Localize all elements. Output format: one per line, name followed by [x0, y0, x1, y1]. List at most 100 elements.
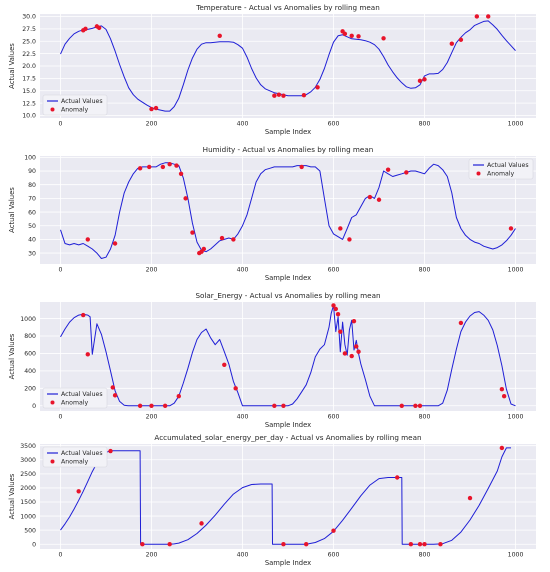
- x-tick-label: 0: [59, 267, 63, 274]
- chart-title: Temperature - Actual vs Anomalies by rol…: [195, 3, 380, 12]
- anomaly-point: [167, 162, 172, 167]
- chart-title: Solar_Energy - Actual vs Anomalies by ro…: [195, 291, 380, 300]
- y-tick-label: 800: [24, 333, 36, 340]
- anomaly-point: [342, 31, 348, 37]
- anomaly-point: [422, 77, 427, 82]
- legend-label-actual: Actual Values: [61, 450, 103, 457]
- anomaly-point: [474, 14, 480, 19]
- anomaly-point: [199, 521, 204, 526]
- anomaly-point: [110, 385, 116, 390]
- y-tick-label: 25.0: [22, 38, 36, 45]
- legend: Actual Values Anomaly: [42, 94, 108, 116]
- anomaly-point: [395, 475, 400, 480]
- anomaly-point: [449, 41, 455, 46]
- y-tick-label: 27.5: [22, 26, 36, 33]
- y-axis-label: Actual Values: [8, 473, 16, 519]
- y-tick-label: 0: [32, 403, 36, 410]
- anomaly-point: [499, 387, 505, 392]
- anomaly-point: [376, 197, 382, 202]
- anomaly-point: [349, 33, 354, 38]
- y-tick-label: 1000: [20, 316, 36, 323]
- chart-2: Solar_Energy - Actual vs Anomalies by ro…: [8, 291, 536, 429]
- legend-label-actual: Actual Values: [61, 391, 103, 398]
- anomaly-point: [219, 235, 225, 241]
- x-tick-label: 400: [237, 121, 249, 128]
- y-tick-label: 500: [24, 527, 36, 534]
- x-tick-label: 200: [146, 267, 158, 274]
- y-tick-label: 30: [28, 250, 36, 257]
- x-tick-label: 400: [237, 267, 249, 274]
- anomaly-point: [381, 36, 386, 41]
- x-tick-label: 0: [59, 121, 63, 128]
- legend-point-swatch: [476, 171, 481, 176]
- x-tick-label: 0: [59, 414, 63, 421]
- anomaly-point: [137, 166, 143, 171]
- anomaly-point: [399, 403, 404, 408]
- anomaly-point: [217, 33, 222, 38]
- y-tick-label: 2500: [20, 471, 36, 478]
- x-tick-label: 1000: [508, 267, 524, 274]
- legend-label-anomaly: Anomaly: [61, 400, 88, 407]
- anomaly-point: [281, 403, 286, 408]
- y-tick-label: 90: [28, 168, 36, 175]
- y-tick-label: 60: [28, 209, 36, 216]
- anomaly-point: [137, 403, 143, 408]
- anomaly-point: [272, 93, 277, 98]
- anomaly-point: [342, 351, 348, 356]
- anomaly-point: [81, 312, 86, 318]
- anomaly-point: [174, 163, 179, 168]
- x-axis-label: Sample Index: [265, 421, 311, 429]
- anomaly-point: [176, 393, 181, 399]
- anomaly-point: [331, 528, 336, 533]
- anomaly-point: [147, 164, 152, 170]
- anomaly-point: [351, 318, 357, 324]
- anomaly-point: [347, 237, 352, 242]
- anomaly-point: [354, 344, 359, 349]
- anomaly-point: [162, 403, 168, 408]
- legend-label-anomaly: Anomaly: [487, 171, 514, 178]
- anomaly-point: [140, 542, 145, 547]
- anomaly-point: [83, 26, 88, 32]
- y-axis-label: Actual Values: [8, 43, 16, 89]
- anomaly-point: [301, 93, 307, 98]
- x-axis-label: Sample Index: [265, 128, 311, 136]
- x-tick-label: 600: [328, 414, 340, 421]
- y-tick-label: 3000: [20, 457, 36, 464]
- y-tick-label: 1000: [20, 513, 36, 520]
- y-tick-label: 20.0: [22, 63, 36, 70]
- anomaly-point: [331, 303, 336, 308]
- anomaly-point: [149, 403, 154, 408]
- x-tick-label: 800: [419, 121, 431, 128]
- plot-data: [60, 303, 516, 408]
- anomaly-point: [508, 226, 514, 231]
- anomaly-point: [417, 542, 423, 547]
- y-axis-label: Actual Values: [8, 187, 16, 233]
- plot-data: [60, 14, 516, 112]
- chart-title: Humidity - Actual vs Anomalies by rollin…: [203, 146, 374, 154]
- anomaly-point: [299, 164, 304, 170]
- anomaly-point: [281, 93, 286, 98]
- x-tick-label: 600: [328, 552, 340, 559]
- y-tick-label: 15.0: [22, 88, 36, 95]
- y-tick-label: 2000: [20, 485, 36, 492]
- anomaly-point: [112, 393, 118, 398]
- anomaly-point: [417, 78, 423, 84]
- y-tick-label: 1500: [20, 499, 36, 506]
- legend-point-swatch: [50, 107, 55, 112]
- x-tick-label: 600: [328, 267, 340, 274]
- y-tick-label: 17.5: [22, 76, 36, 83]
- anomaly-point: [338, 226, 343, 231]
- x-axis-label: Sample Index: [265, 559, 311, 567]
- x-tick-label: 200: [146, 121, 158, 128]
- anomaly-point: [276, 92, 282, 97]
- anomaly-point: [356, 34, 361, 39]
- x-tick-label: 0: [59, 552, 63, 559]
- x-tick-label: 800: [419, 414, 431, 421]
- series-line-actual-values: [60, 20, 516, 112]
- anomaly-point: [458, 320, 464, 326]
- legend-label-actual: Actual Values: [61, 98, 103, 105]
- anomaly-point: [356, 349, 361, 354]
- legend-label-anomaly: Anomaly: [61, 107, 88, 114]
- anomaly-point: [160, 164, 166, 170]
